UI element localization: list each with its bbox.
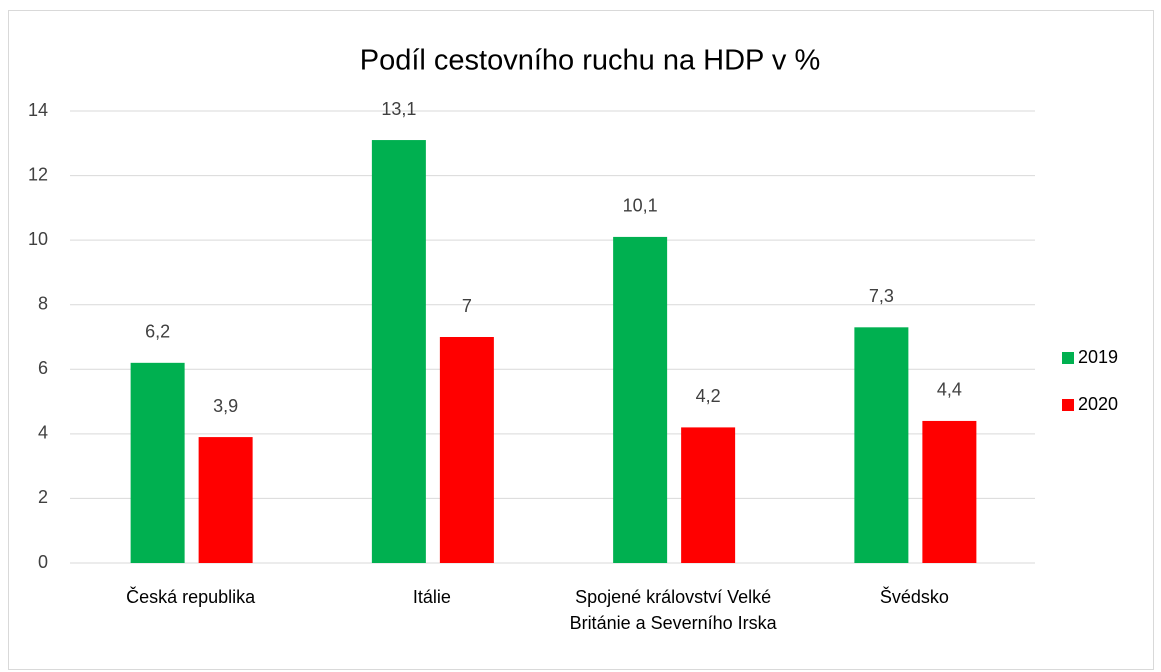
y-tick-label: 2 xyxy=(38,487,48,507)
legend-label: 2019 xyxy=(1078,347,1118,367)
chart-border xyxy=(8,10,1154,670)
chart-title: Podíl cestovního ruchu na HDP v % xyxy=(360,45,821,77)
legend-swatch xyxy=(1062,399,1074,411)
data-label: 3,9 xyxy=(213,396,238,416)
bar xyxy=(613,236,668,563)
bar xyxy=(681,427,736,563)
y-tick-label: 6 xyxy=(38,358,48,378)
y-tick-label: 4 xyxy=(38,423,48,443)
y-tick-label: 8 xyxy=(38,293,48,313)
bar xyxy=(198,437,253,563)
x-tick-label: Itálie xyxy=(413,587,451,607)
bar xyxy=(371,140,426,564)
bar xyxy=(130,362,185,563)
legend-swatch xyxy=(1062,352,1074,364)
bar xyxy=(439,337,494,563)
x-tick-label: Česká republika xyxy=(126,586,256,607)
y-tick-label: 10 xyxy=(28,229,48,249)
x-tick-label: Švédsko xyxy=(880,586,949,607)
data-label: 7,3 xyxy=(869,286,894,306)
bar xyxy=(854,327,909,563)
data-label: 4,4 xyxy=(937,380,962,400)
bar xyxy=(922,420,977,563)
data-label: 10,1 xyxy=(623,196,658,216)
x-tick-label: Spojené království Velké Británie a Sever… xyxy=(570,587,778,633)
data-label: 13,1 xyxy=(381,99,416,119)
data-label: 6,2 xyxy=(145,322,170,342)
data-label: 4,2 xyxy=(696,386,721,406)
y-tick-label: 0 xyxy=(38,552,48,572)
legend-label: 2020 xyxy=(1078,394,1118,414)
y-tick-label: 12 xyxy=(28,164,48,184)
data-label: 7 xyxy=(462,296,472,316)
y-tick-label: 14 xyxy=(28,100,48,120)
